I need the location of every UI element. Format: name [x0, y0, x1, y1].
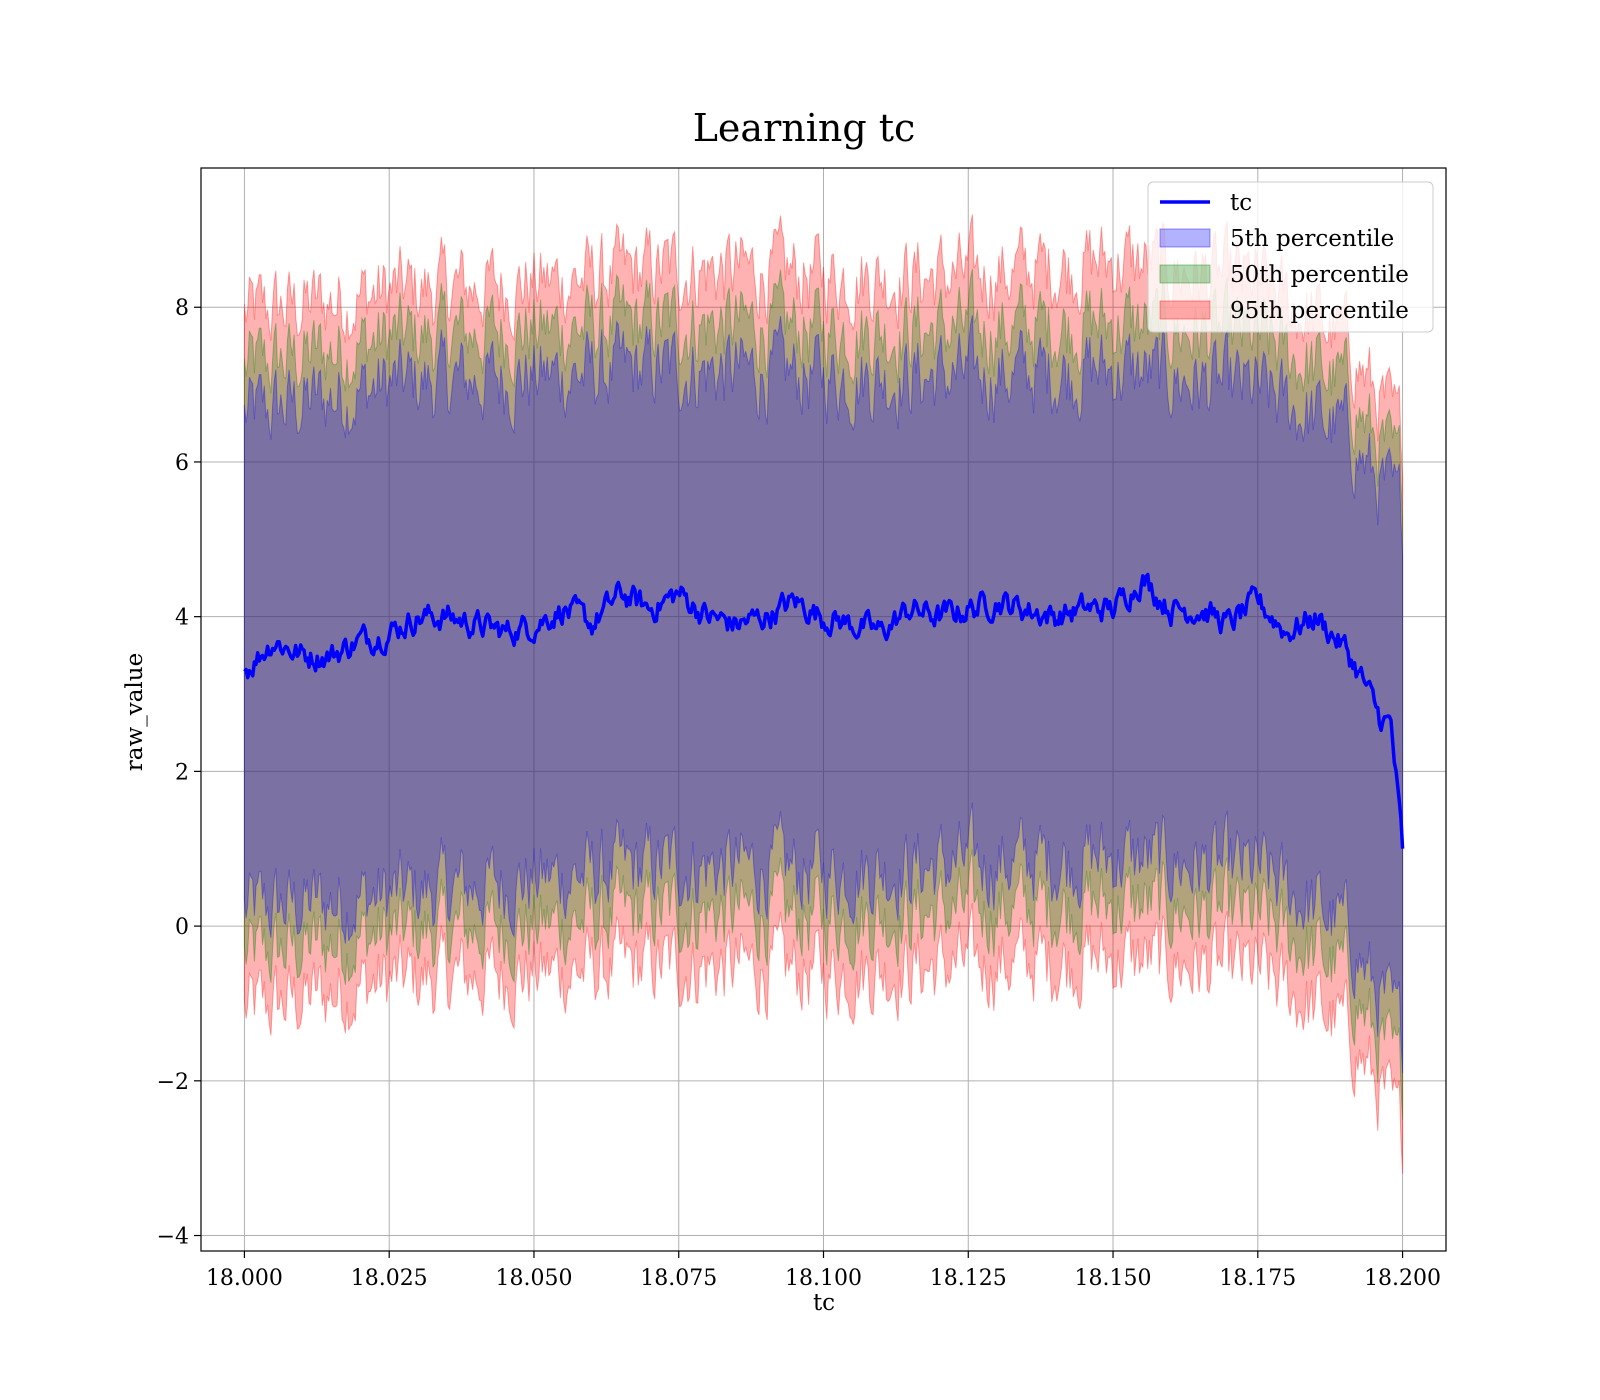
legend-label: 50th percentile — [1230, 262, 1409, 288]
y-tick-label: 2 — [175, 760, 189, 785]
x-tick-label: 18.200 — [1364, 1266, 1441, 1291]
chart-title: Learning tc — [693, 106, 916, 150]
grid-layer — [201, 168, 1446, 1251]
x-tick-label: 18.025 — [351, 1266, 428, 1291]
y-tick-label: −2 — [157, 1070, 189, 1095]
series-line-tc — [243, 572, 1405, 849]
legend-patch-swatch — [1159, 264, 1211, 284]
x-tick-label: 18.050 — [495, 1266, 572, 1291]
y-tick-label: 8 — [175, 296, 189, 321]
legend: tc 5th percentile 50th percentile 95th perc… — [1147, 181, 1434, 333]
x-axis-label: tc — [813, 1290, 835, 1316]
band-5th — [243, 315, 1404, 1074]
x-tick-label: 18.150 — [1075, 1266, 1152, 1291]
legend-box — [1147, 181, 1434, 333]
legend-patch-swatch — [1159, 300, 1211, 320]
x-tick-label: 18.075 — [640, 1266, 717, 1291]
legend-label: 95th percentile — [1230, 298, 1409, 324]
y-tick-label: 4 — [175, 606, 189, 631]
y-tick-label: 0 — [175, 915, 189, 940]
legend-label: tc — [1230, 190, 1252, 216]
tick-layer: 18.000 18.025 18.050 18.075 18.100 18.125 18.1… — [157, 296, 1441, 1291]
x-tick-label: 18.000 — [206, 1266, 283, 1291]
line-layer — [243, 572, 1405, 849]
x-tick-label: 18.175 — [1219, 1266, 1296, 1291]
legend-label: 5th percentile — [1230, 226, 1394, 252]
band-layer — [243, 214, 1404, 1174]
x-tick-label: 18.125 — [930, 1266, 1007, 1291]
band-95th — [243, 214, 1404, 1174]
y-tick-label: 6 — [175, 451, 189, 476]
x-tick-label: 18.100 — [785, 1266, 862, 1291]
y-axis-label: raw_value — [122, 653, 148, 771]
y-tick-label: −4 — [157, 1225, 189, 1250]
legend-patch-swatch — [1159, 228, 1211, 248]
band-50th — [243, 268, 1404, 1120]
